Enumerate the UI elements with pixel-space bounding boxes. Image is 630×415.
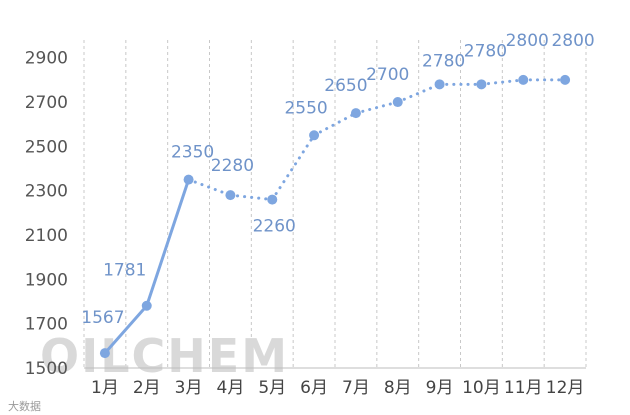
x-tick-label: 10月 — [462, 378, 501, 398]
data-point — [476, 79, 487, 90]
x-tick-label: 7月 — [342, 378, 370, 398]
data-point — [434, 79, 445, 90]
series-segment-dotted — [228, 193, 274, 202]
data-point — [309, 130, 320, 141]
data-label: 2550 — [284, 98, 327, 118]
y-tick-label: 2300 — [25, 182, 68, 202]
series-segment-dotted — [312, 111, 358, 137]
data-label: 2780 — [464, 41, 507, 61]
x-tick-label: 11月 — [504, 378, 543, 398]
data-label: 1567 — [81, 308, 124, 328]
series-segment-solid — [145, 178, 191, 308]
data-label: 2800 — [551, 31, 594, 51]
data-label: 2700 — [366, 65, 409, 85]
y-tick-label: 2900 — [25, 49, 68, 69]
series-segment-dotted — [354, 100, 400, 115]
data-label: 2260 — [253, 217, 296, 237]
data-point — [183, 174, 194, 185]
series-segment-dotted — [270, 133, 316, 202]
x-tick-label: 5月 — [258, 378, 286, 398]
x-tick-label: 6月 — [300, 378, 328, 398]
data-point — [560, 74, 571, 85]
grid-layer — [83, 40, 587, 368]
data-point — [392, 97, 403, 108]
y-tick-label: 2100 — [25, 226, 68, 246]
data-label: 2800 — [506, 31, 549, 51]
data-label: 2650 — [324, 76, 367, 96]
data-label: 2280 — [211, 156, 254, 176]
data-label: 2350 — [171, 143, 214, 163]
data-point — [350, 108, 361, 119]
x-tick-label: 2月 — [133, 378, 161, 398]
data-label: 2780 — [422, 51, 465, 71]
data-point — [225, 190, 236, 201]
series-segment-dotted — [187, 178, 232, 197]
series-segment-dotted — [396, 82, 442, 104]
x-tick-label: 1月 — [91, 378, 119, 398]
data-label: 1781 — [103, 261, 146, 281]
data-point — [141, 300, 152, 311]
y-tick-label: 1700 — [25, 315, 68, 335]
watermark: OILCHEM — [40, 329, 289, 383]
series-layer — [99, 74, 571, 359]
axis-layer: 1500 1700 1900 2100 2300 2500 2700 2900 1月 2月 3月 4月… — [25, 49, 586, 398]
x-tick-label: 4月 — [217, 378, 245, 398]
corner-watermark: 大数据 — [8, 399, 41, 413]
series-segment-dotted — [479, 78, 525, 86]
x-tick-label: 12月 — [546, 378, 585, 398]
y-tick-label: 2700 — [25, 93, 68, 113]
y-tick-label: 1500 — [25, 359, 68, 379]
x-tick-label: 3月 — [175, 378, 203, 398]
data-point — [99, 348, 110, 359]
data-point — [267, 194, 278, 205]
y-tick-label: 1900 — [25, 270, 68, 290]
series-segment-solid — [103, 304, 149, 355]
x-tick-label: 8月 — [384, 378, 412, 398]
y-tick-label: 2500 — [25, 137, 68, 157]
x-tick-label: 9月 — [426, 378, 454, 398]
data-point — [518, 74, 529, 85]
